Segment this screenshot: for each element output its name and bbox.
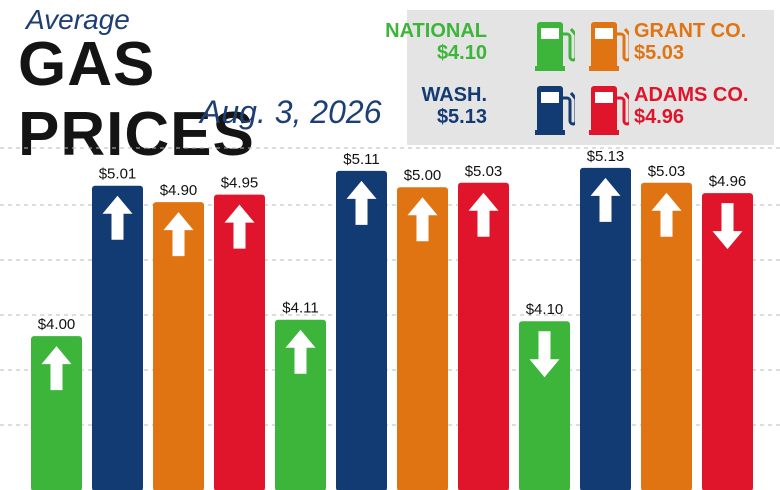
legend-value: $5.03 (634, 42, 685, 64)
legend-value: $5.13 (436, 106, 487, 128)
bar (641, 182, 692, 490)
legend-item-wash: WASH. $5.13 (407, 82, 587, 140)
legend-item-grant-co: GRANT CO. $5.03 (589, 18, 769, 76)
chart-title: GAS PRICES (18, 30, 255, 169)
gas-pump-icon (589, 20, 632, 72)
price-label: $5.01 (99, 166, 137, 183)
legend-name: NATIONAL (385, 20, 487, 42)
price-label: $4.90 (160, 182, 198, 199)
gas-pump-icon (535, 20, 578, 72)
chart-date: Aug. 3, 2026 (200, 94, 382, 130)
price-label: $4.96 (709, 173, 747, 190)
bar (31, 336, 82, 490)
price-label: $4.11 (282, 300, 318, 317)
legend-name: GRANT CO. (634, 20, 747, 42)
arrow-up-icon (285, 329, 316, 374)
gas-pump-icon (535, 84, 578, 136)
arrow-up-icon (41, 346, 72, 391)
legend-item-adams-co: ADAMS CO. $4.96 (589, 82, 769, 140)
price-label: $4.95 (221, 175, 259, 192)
arrow-up-icon (407, 197, 438, 242)
legend-value: $4.96 (634, 106, 685, 128)
legend-name: ADAMS CO. (634, 84, 749, 106)
price-label: $5.03 (465, 163, 503, 180)
gas-pump-icon (589, 84, 632, 136)
arrow-up-icon (346, 180, 377, 225)
arrow-up-icon (224, 204, 255, 249)
bar (92, 185, 143, 490)
arrow-up-icon (163, 212, 194, 257)
arrow-up-icon (102, 195, 133, 240)
price-label: $4.10 (526, 301, 564, 318)
bar (458, 182, 509, 490)
arrow-up-icon (468, 192, 499, 237)
bar (214, 194, 265, 490)
title-block: Average GAS PRICES Aug. 3, 2026 (0, 0, 400, 169)
bar (275, 319, 326, 490)
legend: NATIONAL $4.10 GRANT CO. $5.03 WASH. $5.… (385, 10, 774, 145)
price-label: $5.03 (648, 163, 686, 180)
chart-subtitle: Average (26, 4, 130, 35)
arrow-down-icon (712, 203, 743, 250)
legend-name: WASH. (421, 84, 487, 106)
bar (153, 202, 204, 490)
arrow-down-icon (529, 331, 560, 378)
price-label: $5.13 (587, 148, 625, 165)
price-label: $5.00 (404, 167, 442, 184)
bar (397, 187, 448, 490)
price-label: $5.11 (343, 151, 379, 168)
price-label: $4.00 (38, 316, 76, 333)
bar (580, 167, 631, 490)
bar-chart: $4.00 $5.01 $4.90 $4.95 $4.11 $5.11 $5.00 $5.03… (0, 147, 780, 490)
arrow-up-icon (590, 177, 621, 222)
bar (519, 321, 570, 490)
arrow-up-icon (651, 192, 682, 237)
bar (702, 193, 753, 490)
bar (336, 170, 387, 490)
legend-item-national: NATIONAL $4.10 (385, 18, 587, 76)
legend-value: $4.10 (436, 42, 487, 64)
